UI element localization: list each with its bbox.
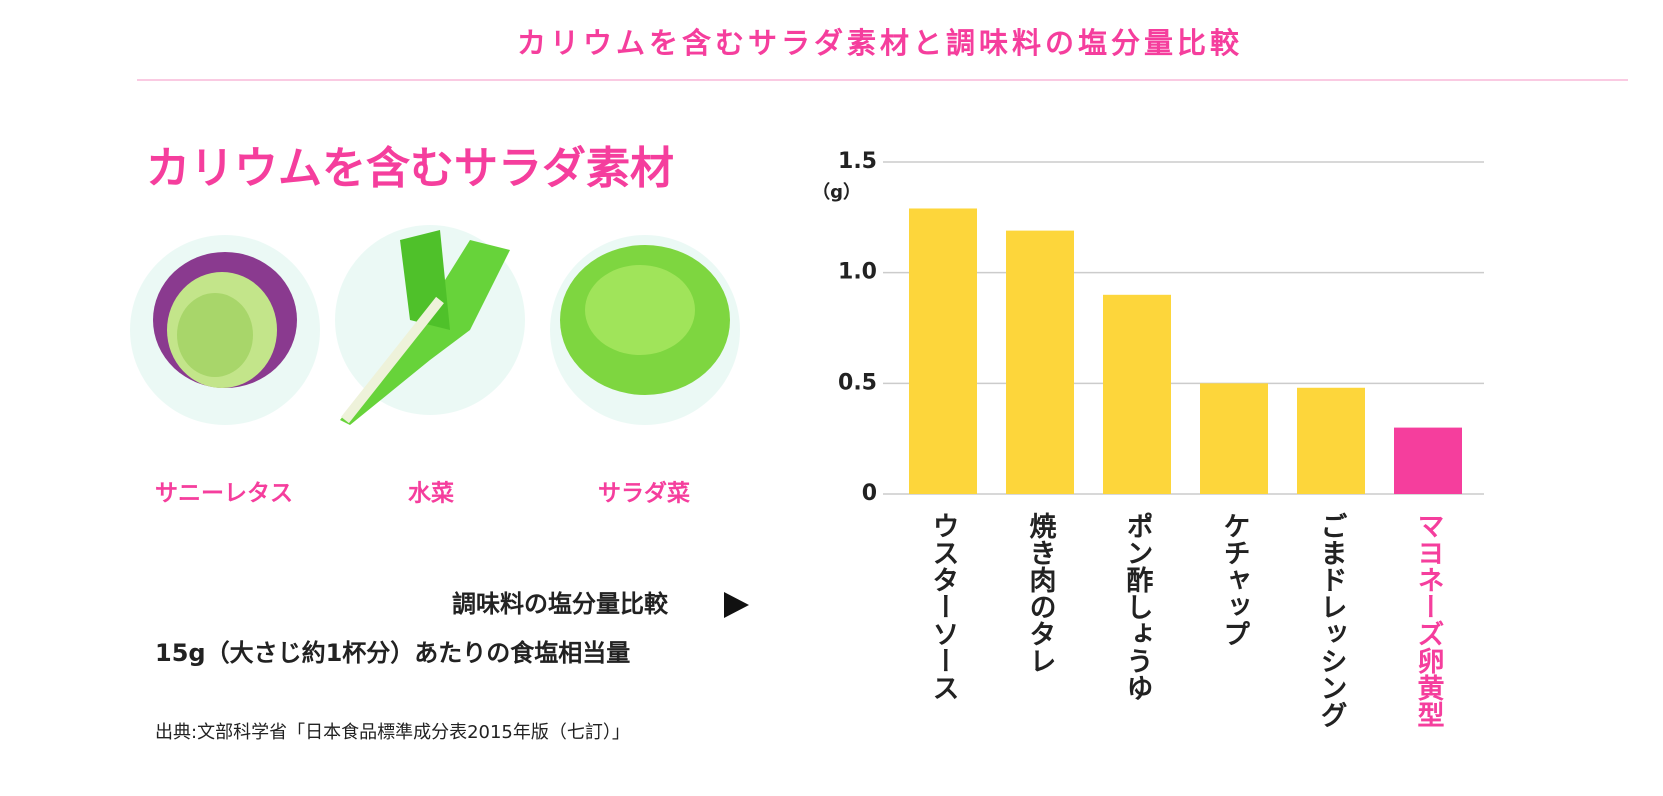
bar — [1394, 427, 1462, 494]
bar — [1006, 230, 1074, 494]
bar — [1200, 383, 1268, 494]
y-unit: （g） — [812, 182, 861, 203]
compare-label: 調味料の塩分量比較 — [452, 590, 669, 618]
y-tick-label: 1.5 — [838, 149, 877, 174]
x-tick-label: マヨネーズ卵黄型 — [1413, 512, 1445, 728]
vegetable-label: 水菜 — [408, 481, 454, 507]
arrow-icon — [724, 592, 749, 618]
note: 15g（大さじ約1杯分）あたりの食塩相当量 — [155, 639, 630, 667]
y-tick-label: 0 — [862, 481, 877, 506]
vegetable-label: サニーレタス — [155, 481, 293, 507]
x-tick-label: ケチャップ — [1219, 512, 1250, 647]
bar — [1103, 294, 1171, 494]
vegetable-illustrations — [130, 225, 740, 425]
vegetable-label: サラダ菜 — [598, 480, 690, 507]
y-tick-label: 1.0 — [838, 260, 877, 285]
source: 出典:文部科学省「日本食品標準成分表2015年版（七訂）」 — [155, 722, 630, 743]
page-title: カリウムを含むサラダ素材と調味料の塩分量比較 — [517, 26, 1243, 60]
panel-heading: カリウムを含むサラダ素材 — [146, 143, 674, 194]
bar — [909, 208, 977, 495]
x-tick-label: ポン酢しょうゆ — [1122, 512, 1154, 701]
y-tick-label: 0.5 — [838, 370, 877, 395]
x-tick-label: ウスターソース — [928, 512, 959, 701]
bar — [1297, 387, 1365, 494]
x-tick-label: 焼き肉のタレ — [1025, 512, 1057, 674]
x-tick-label: ごまドレッシング — [1316, 512, 1347, 728]
